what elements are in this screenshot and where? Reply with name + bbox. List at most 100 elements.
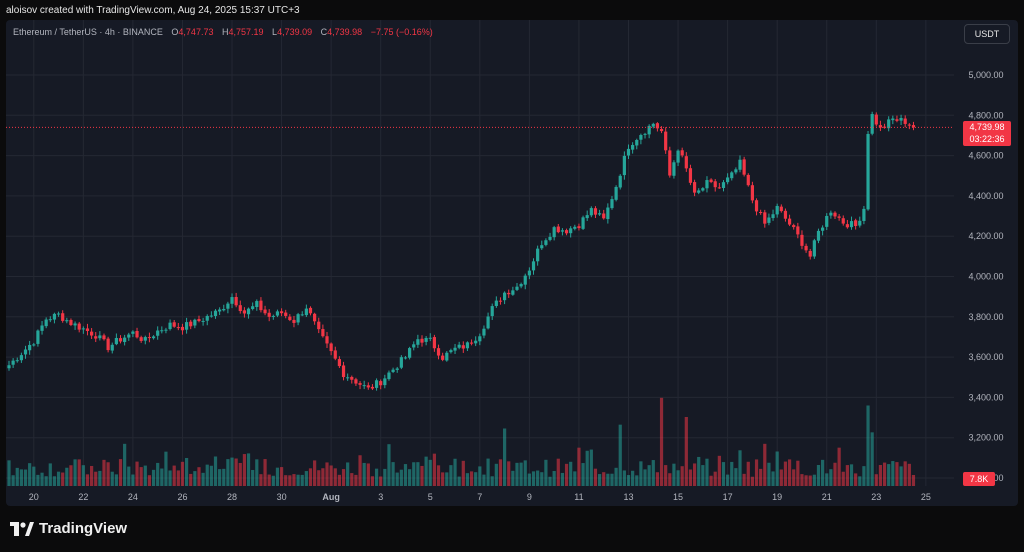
x-tick-label: 20 (29, 492, 39, 502)
volume-bar (540, 472, 544, 486)
candle-body (705, 180, 709, 189)
candle-body (854, 220, 858, 227)
candle-body (358, 383, 362, 385)
volume-bar (845, 465, 849, 486)
candle-body (143, 337, 147, 341)
volume-bar (73, 459, 77, 486)
candle-body (457, 344, 461, 348)
candle-body (205, 315, 209, 321)
candle-body (370, 386, 375, 389)
candle-body (602, 213, 606, 219)
volume-bar (139, 467, 143, 486)
volume-bar (907, 463, 911, 486)
currency-button[interactable]: USDT (964, 24, 1010, 44)
candle-body (519, 284, 523, 287)
candle-body (672, 162, 676, 176)
x-tick-label: 3 (378, 492, 383, 502)
volume-bar (354, 474, 358, 486)
tradingview-logo[interactable]: TradingView (10, 520, 127, 537)
volume-bar (255, 459, 259, 486)
volume-bar (771, 471, 775, 486)
volume-bar (903, 461, 907, 486)
volume-bar (457, 476, 461, 486)
candlestick-chart[interactable]: 5,000.00 4,800.00 4,600.00 4,400.00 4,200.00… (6, 20, 1018, 506)
candle-body (829, 212, 833, 216)
candle-body (775, 205, 779, 215)
volume-bar (395, 472, 399, 486)
candle-body (742, 159, 746, 175)
volume-bar (536, 470, 540, 486)
volume-bar (201, 472, 205, 486)
volume-bar (267, 474, 271, 486)
volume-bar (701, 465, 705, 486)
candle-body (482, 328, 486, 336)
volume-bar (85, 474, 90, 486)
volume-bar (775, 451, 779, 486)
candle-body (792, 225, 796, 228)
volume-bar (81, 465, 85, 486)
volume-bar (668, 473, 672, 486)
candle-body (833, 212, 837, 217)
x-tick-label: 24 (128, 492, 138, 502)
volume-bar (705, 458, 709, 486)
candle-body (36, 330, 40, 344)
candle-body (296, 314, 300, 323)
candle-body (465, 342, 470, 349)
volume-bar (246, 453, 251, 486)
candle-body (118, 338, 123, 342)
candle-body (771, 214, 775, 219)
chart-panel[interactable]: 5,000.00 4,800.00 4,600.00 4,400.00 4,200.00… (6, 20, 1018, 506)
volume-bar (829, 469, 833, 486)
volume-bar (370, 476, 375, 486)
change-value: −7.75 (−0.16%) (370, 27, 433, 37)
candle-body (812, 240, 816, 257)
volume-bar (218, 469, 222, 486)
volume-bar (655, 472, 660, 486)
volume-bar (548, 476, 552, 486)
candle-body (503, 292, 507, 301)
candle-body (878, 125, 883, 128)
candle-body (275, 311, 280, 316)
candle-body (804, 245, 808, 251)
symbol-label: Ethereum / TetherUS · 4h · BINANCE (13, 27, 163, 37)
candle-body (238, 305, 242, 312)
volume-bar (234, 458, 238, 486)
volume-bar (98, 470, 102, 486)
candle-body (218, 309, 222, 312)
volume-bar (23, 469, 28, 486)
candle-body (536, 248, 540, 262)
candle-body (337, 359, 341, 367)
volume-bar (288, 475, 292, 486)
volume-bar (292, 474, 296, 486)
candle-body (189, 321, 193, 327)
volume-bar (325, 462, 329, 486)
volume-bar (531, 471, 536, 486)
candle-body (577, 226, 581, 229)
volume-bar (585, 450, 589, 486)
candle-body (255, 301, 259, 307)
volume-bar (449, 465, 453, 486)
volume-bar (672, 463, 676, 486)
candle-body (19, 355, 23, 361)
candle-body (436, 348, 441, 356)
candle-body (226, 303, 230, 309)
volume-bar (300, 474, 304, 486)
volume-bar (635, 475, 639, 486)
volume-bar (131, 474, 135, 486)
candle-body (899, 118, 903, 121)
candle-body (622, 155, 626, 176)
volume-bar (321, 468, 325, 486)
volume-bar (226, 459, 230, 486)
candle-body (403, 357, 408, 359)
candle-body (333, 350, 337, 359)
candle-body (11, 360, 15, 365)
bar-countdown: 03:22:36 (969, 134, 1005, 144)
candle-body (515, 286, 519, 290)
candle-body (614, 186, 618, 200)
candle-body (325, 336, 329, 344)
volume-bar (564, 463, 569, 486)
volume-bar (436, 465, 441, 486)
candle-body (837, 216, 841, 218)
volume-bar (127, 466, 131, 486)
volume-bar (639, 461, 643, 486)
